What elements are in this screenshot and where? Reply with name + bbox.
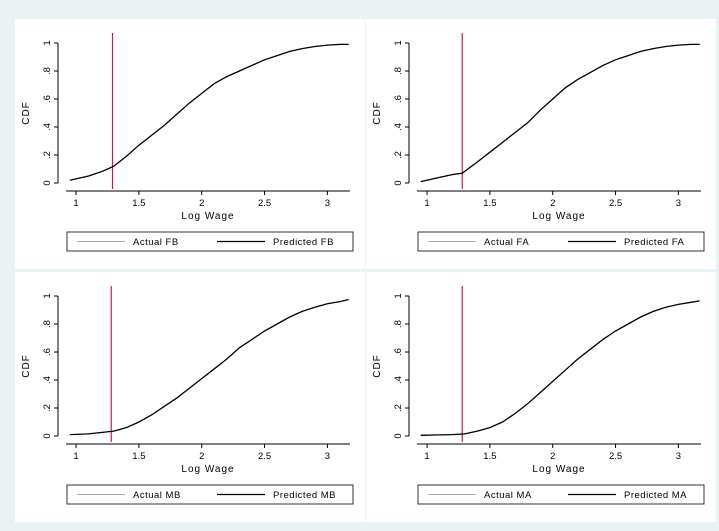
- legend-box: [417, 231, 705, 252]
- y-tick-label: .2: [42, 151, 53, 159]
- x-tick-label: 2.5: [258, 451, 271, 462]
- x-tick-label: 1: [424, 451, 429, 462]
- x-tick-label: 2: [550, 198, 555, 209]
- legend-box: [66, 484, 354, 505]
- y-axis-title: CDF: [372, 354, 383, 378]
- x-axis-title: Log Wage: [181, 464, 234, 475]
- x-tick-label: 1.5: [132, 451, 145, 462]
- y-tick-label: .8: [393, 320, 404, 328]
- y-tick-label: .4: [393, 123, 404, 131]
- y-tick-label: 1: [42, 293, 53, 298]
- legend-box: [66, 231, 354, 252]
- chart-panel-2: 0 .2 .4 .6 .8 1 CDF 1 1.5 2 2.5 3 Log Wage Actual FA P…: [366, 19, 716, 269]
- x-tick-label: 1: [73, 451, 78, 462]
- x-tick-label: 2.5: [609, 451, 622, 462]
- legend-label: Predicted FA: [624, 237, 685, 248]
- panel-background: [15, 272, 365, 522]
- legend: Actual MA Predicted MA: [417, 484, 705, 505]
- series-line-predicted: [69, 298, 349, 436]
- chart-panel-3: 0 .2 .4 .6 .8 1 CDF 1 1.5 2 2.5 3 Log Wage Actual MB P…: [15, 272, 365, 522]
- panel-background: [15, 19, 365, 269]
- y-axis-title: CDF: [21, 354, 32, 378]
- x-tick-label: 2: [199, 198, 204, 209]
- y-tick-label: .4: [42, 376, 53, 384]
- x-tick-label: 1.5: [483, 198, 496, 209]
- chart-panel-4: 0 .2 .4 .6 .8 1 CDF 1 1.5 2 2.5 3 Log Wage Actual MA P…: [366, 272, 716, 522]
- y-tick-label: 1: [393, 40, 404, 45]
- y-tick-label: .6: [393, 95, 404, 103]
- y-tick-label: .8: [42, 320, 53, 328]
- y-tick-label: .6: [42, 95, 53, 103]
- legend-label: Actual MA: [484, 490, 532, 501]
- x-tick-label: 1.5: [132, 198, 145, 209]
- x-tick-label: 3: [325, 451, 330, 462]
- x-tick-label: 2: [550, 451, 555, 462]
- legend-label: Predicted FB: [273, 237, 334, 248]
- y-tick-label: .8: [42, 67, 53, 75]
- y-tick-label: .2: [393, 151, 404, 159]
- legend-label: Actual FA: [484, 237, 529, 248]
- legend-label: Actual FB: [133, 237, 179, 248]
- legend: Actual MB Predicted MB: [66, 484, 354, 505]
- series-line-predicted: [69, 43, 349, 181]
- panel-background: [366, 272, 716, 522]
- legend-label: Actual MB: [133, 490, 181, 501]
- legend-label: Predicted MB: [273, 490, 336, 501]
- y-tick-label: .2: [393, 404, 404, 412]
- x-tick-label: 3: [676, 198, 681, 209]
- x-tick-label: 2: [199, 451, 204, 462]
- y-axis-title: CDF: [21, 101, 32, 125]
- y-tick-label: 1: [393, 293, 404, 298]
- y-tick-label: .8: [393, 67, 404, 75]
- y-axis-title: CDF: [372, 101, 383, 125]
- legend-label: Predicted MA: [624, 490, 687, 501]
- legend: Actual FB Predicted FB: [66, 231, 354, 252]
- x-tick-label: 3: [325, 198, 330, 209]
- chart-panel-1: 0 .2 .4 .6 .8 1 CDF 1 1.5 2 2.5 3 Log Wage Actual FB P…: [15, 19, 365, 269]
- y-tick-label: .2: [42, 404, 53, 412]
- legend-box: [417, 484, 705, 505]
- y-tick-label: .6: [393, 348, 404, 356]
- x-axis-title: Log Wage: [532, 211, 585, 222]
- y-tick-label: .4: [42, 123, 53, 131]
- panel-background: [366, 19, 716, 269]
- x-axis-title: Log Wage: [181, 211, 234, 222]
- y-tick-label: .6: [42, 348, 53, 356]
- x-tick-label: 1.5: [483, 451, 496, 462]
- legend: Actual FA Predicted FA: [417, 231, 705, 252]
- y-tick-label: 0: [393, 180, 404, 185]
- x-axis-title: Log Wage: [532, 464, 585, 475]
- y-tick-label: 0: [42, 433, 53, 438]
- x-tick-label: 2.5: [258, 198, 271, 209]
- x-tick-label: 1: [424, 198, 429, 209]
- y-tick-label: .4: [393, 376, 404, 384]
- series-line-predicted: [420, 300, 700, 436]
- y-tick-label: 0: [393, 433, 404, 438]
- y-tick-label: 0: [42, 180, 53, 185]
- x-tick-label: 1: [73, 198, 78, 209]
- x-tick-label: 2.5: [609, 198, 622, 209]
- x-tick-label: 3: [676, 451, 681, 462]
- series-line-predicted: [420, 43, 700, 183]
- y-tick-label: 1: [42, 40, 53, 45]
